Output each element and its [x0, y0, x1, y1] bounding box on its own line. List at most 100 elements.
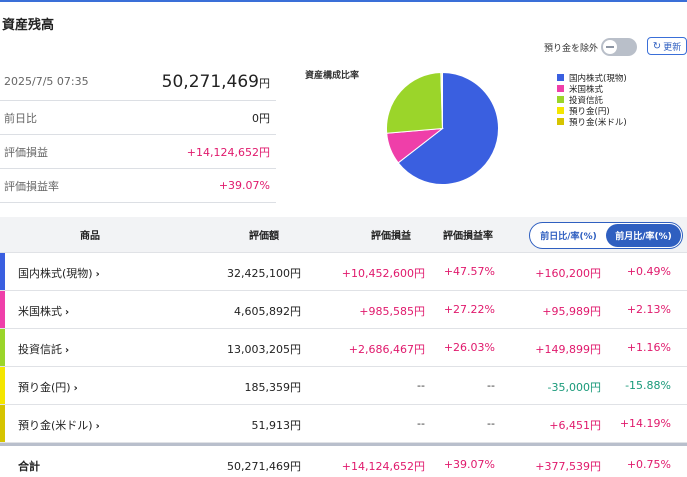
summary-row-day-change: 前日比 0円 [0, 101, 276, 135]
product-link[interactable]: 投資信託 › [18, 343, 70, 356]
cell-valuation: 51,913円 [251, 419, 302, 432]
table-row: 国内株式(現物) › 32,425,100円 +10,452,600円 +47.57% +… [0, 253, 687, 291]
category-color-bar [0, 367, 5, 404]
summary-panel: 2025/7/5 07:35 50,271,469円 前日比 0円 評価損益 +… [0, 63, 276, 203]
total-change: +377,539円 [535, 460, 601, 473]
legend-item: 預り金(米ドル) [557, 116, 627, 128]
cell-pnl: +985,585円 [359, 305, 425, 318]
total-separator [0, 443, 687, 446]
cell-change: +160,200円 [535, 267, 601, 280]
cell-pnl: +2,686,467円 [348, 343, 425, 356]
pie-slice [397, 71, 499, 185]
pie-chart-title: 資産構成比率 [305, 71, 360, 81]
cell-pnl: +10,452,600円 [341, 267, 425, 280]
table-row: 預り金(円) › 185,359円 -- -- -35,000円 -15.88% [0, 367, 687, 405]
cell-pnl-rate: +26.03% [443, 341, 495, 354]
legend-swatch [557, 85, 564, 92]
cell-valuation: 32,425,100円 [227, 267, 301, 280]
chevron-right-icon: › [65, 307, 70, 318]
chevron-right-icon: › [73, 383, 78, 394]
exclude-deposit-control: 預り金を除外 [544, 38, 638, 56]
product-link[interactable]: 米国株式 › [18, 305, 70, 318]
legend-swatch [557, 118, 564, 125]
cell-change-rate: +0.49% [626, 265, 671, 278]
legend-swatch [557, 107, 564, 114]
tab-day-change[interactable]: 前日比/率(%) [540, 232, 597, 242]
product-link[interactable]: 預り金(米ドル) › [18, 419, 100, 432]
total-pnl-rate: +39.07% [443, 458, 495, 471]
cell-pnl-rate: -- [487, 379, 495, 392]
legend-item: 投資信託 [557, 94, 627, 106]
product-link[interactable]: 国内株式(現物) › [18, 267, 100, 280]
table-total-row: 合計 50,271,469円 +14,124,652円 +39.07% +377… [0, 446, 687, 477]
cell-change-rate: +1.16% [626, 341, 671, 354]
pie-slice [386, 72, 444, 134]
chevron-right-icon: › [95, 421, 100, 432]
summary-total-value: 50,271,469円 [161, 71, 270, 92]
legend-label: 米国株式 [569, 84, 604, 95]
summary-value: +14,124,652円 [186, 145, 270, 159]
header-pnl: 評価損益 [371, 231, 411, 242]
summary-value: +39.07% [218, 179, 270, 192]
toggle-knob [603, 40, 618, 54]
holdings-table: 商品 評価額 評価損益 評価損益率 前日比/率(%) 前月比/率(%) 国内株式… [0, 217, 687, 477]
summary-label: 評価損益率 [4, 179, 59, 193]
legend-label: 預り金(米ドル) [569, 117, 627, 128]
exclude-deposit-toggle[interactable] [601, 38, 638, 56]
summary-value: 0円 [252, 111, 270, 125]
refresh-label: 更新 [663, 42, 682, 53]
table-row: 預り金(米ドル) › 51,913円 -- -- +6,451円 +14.19% [0, 405, 687, 443]
legend-item: 預り金(円) [557, 105, 627, 117]
legend-label: 預り金(円) [569, 106, 610, 117]
category-color-bar [0, 329, 5, 366]
cell-pnl-rate: +27.22% [443, 303, 495, 316]
chevron-right-icon: › [95, 269, 100, 280]
table-row: 米国株式 › 4,605,892円 +985,585円 +27.22% +95,989円 +… [0, 291, 687, 329]
page-title: 資産残高 [2, 18, 55, 33]
category-color-bar [0, 253, 5, 290]
summary-total-row: 2025/7/5 07:35 50,271,469円 [0, 63, 276, 101]
legend-item: 国内株式(現物) [557, 72, 627, 84]
cell-valuation: 185,359円 [244, 381, 302, 394]
cell-change-rate: -15.88% [625, 379, 671, 392]
top-accent-line [0, 0, 687, 2]
pie-chart [385, 71, 500, 186]
refresh-icon: ↻ [652, 40, 662, 52]
total-pnl: +14,124,652円 [341, 460, 425, 473]
total-label: 合計 [18, 460, 40, 473]
refresh-button[interactable]: ↻ 更新 [647, 37, 687, 55]
cell-valuation: 4,605,892円 [234, 305, 301, 318]
change-period-toggle: 前日比/率(%) 前月比/率(%) [529, 222, 683, 249]
cell-pnl: -- [417, 417, 425, 430]
cell-change-rate: +2.13% [626, 303, 671, 316]
legend-swatch [557, 74, 564, 81]
legend-item: 米国株式 [557, 83, 627, 95]
header-pnl-rate: 評価損益率 [443, 231, 493, 242]
legend-label: 投資信託 [569, 95, 604, 106]
cell-change: +95,989円 [542, 305, 601, 318]
cell-change-rate: +14.19% [619, 417, 671, 430]
cell-pnl: -- [417, 379, 425, 392]
cell-change: +6,451円 [549, 419, 601, 432]
pie-legend: 国内株式(現物) 米国株式 投資信託 預り金(円) 預り金(米ドル) [557, 72, 627, 128]
cell-change: +149,899円 [535, 343, 601, 356]
cell-pnl-rate: -- [487, 417, 495, 430]
tab-month-change[interactable]: 前月比/率(%) [606, 224, 681, 247]
summary-label: 前日比 [4, 111, 37, 125]
table-header: 商品 評価額 評価損益 評価損益率 前日比/率(%) 前月比/率(%) [0, 217, 687, 253]
cell-change: -35,000円 [547, 381, 601, 394]
header-valuation: 評価額 [249, 231, 279, 242]
summary-label: 評価損益 [4, 145, 48, 159]
total-valuation: 50,271,469円 [227, 460, 301, 473]
exclude-deposit-label: 預り金を除外 [544, 43, 599, 54]
total-change-rate: +0.75% [626, 458, 671, 471]
legend-label: 国内株式(現物) [569, 73, 627, 84]
chevron-right-icon: › [65, 345, 70, 356]
table-row: 投資信託 › 13,003,205円 +2,686,467円 +26.03% +149,8… [0, 329, 687, 367]
summary-row-pnl-rate: 評価損益率 +39.07% [0, 169, 276, 203]
product-link[interactable]: 預り金(円) › [18, 381, 78, 394]
cell-pnl-rate: +47.57% [443, 265, 495, 278]
header-product: 商品 [80, 231, 100, 242]
category-color-bar [0, 405, 5, 442]
category-color-bar [0, 291, 5, 328]
